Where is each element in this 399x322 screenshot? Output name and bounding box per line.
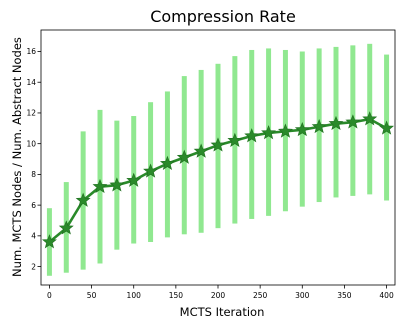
- x-tick-label: 50: [87, 291, 97, 300]
- error-bands: [46, 43, 390, 276]
- data-point-star: [159, 155, 175, 170]
- y-axis-label: Num. MCTS Nodes / Num. Abstract Nodes: [10, 37, 24, 277]
- y-tick-label: 14: [26, 78, 36, 87]
- y-axis-ticks: 2 4 6 8 10 12 14 16: [26, 47, 41, 271]
- data-point-star: [261, 125, 277, 140]
- data-point-star: [244, 128, 260, 143]
- data-point-star: [328, 115, 344, 131]
- x-tick-label: 150: [169, 291, 184, 300]
- chart-title: Compression Rate: [150, 7, 296, 26]
- data-point-star: [41, 234, 57, 249]
- data-point-star: [109, 177, 125, 192]
- x-tick-label: 350: [337, 291, 352, 300]
- data-point-star: [294, 122, 310, 137]
- data-point-star: [126, 172, 142, 187]
- y-tick-label: 16: [26, 47, 36, 56]
- y-tick-label: 8: [31, 170, 36, 179]
- data-point-star: [143, 163, 159, 178]
- data-point-star: [277, 123, 293, 138]
- data-point-star: [345, 114, 361, 129]
- x-tick-label: 250: [253, 291, 268, 300]
- star-markers: [41, 111, 395, 249]
- y-tick-label: 12: [26, 109, 36, 118]
- data-point-star: [210, 137, 226, 152]
- data-point-star: [92, 178, 108, 194]
- data-point-star: [193, 143, 209, 158]
- x-tick-label: 400: [379, 291, 394, 300]
- y-tick-label: 6: [31, 201, 36, 210]
- data-point-star: [176, 149, 192, 164]
- y-tick-label: 10: [26, 139, 36, 148]
- data-point-star: [227, 132, 243, 147]
- data-point-star: [362, 111, 378, 126]
- y-tick-label: 2: [31, 262, 36, 271]
- data-point-star: [311, 118, 327, 134]
- data-point-star: [75, 192, 91, 207]
- x-tick-label: 100: [127, 291, 142, 300]
- x-axis-ticks: 0 50 100 150 200 250 300 350 400: [47, 285, 394, 300]
- x-tick-label: 0: [47, 291, 52, 300]
- data-point-star: [379, 120, 395, 135]
- data-point-star: [58, 220, 74, 235]
- x-tick-label: 300: [295, 291, 310, 300]
- x-axis-label: MCTS Iteration: [180, 305, 265, 319]
- x-tick-label: 200: [211, 291, 226, 300]
- y-tick-label: 4: [31, 232, 36, 241]
